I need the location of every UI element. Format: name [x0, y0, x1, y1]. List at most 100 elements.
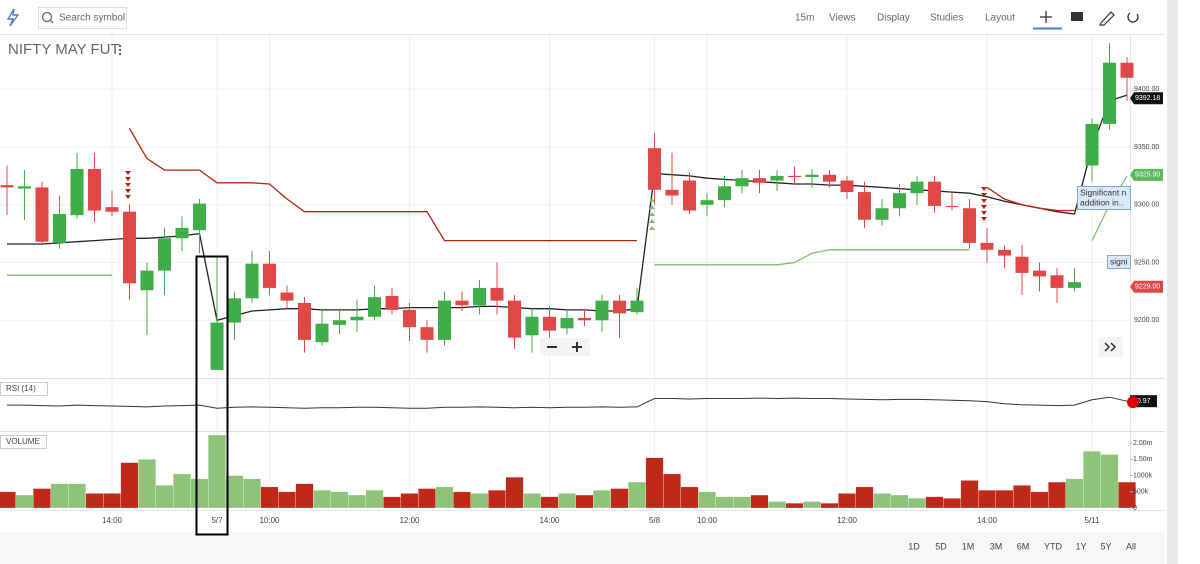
range-button[interactable]: 1D — [908, 541, 920, 551]
toolbar-menu[interactable]: Layout — [985, 13, 1015, 24]
search-box[interactable] — [38, 7, 127, 29]
volume-bar — [400, 493, 419, 509]
study-label-box[interactable] — [0, 382, 48, 396]
volume-bar — [50, 483, 69, 509]
candle-body — [193, 203, 206, 231]
volume-bar — [628, 481, 646, 509]
candle-body — [700, 200, 714, 205]
candle-body — [0, 185, 14, 188]
volume-bar — [15, 494, 34, 509]
menu-dots[interactable] — [118, 52, 122, 56]
rsi-line — [7, 396, 1128, 409]
candle-body — [1085, 123, 1099, 166]
volume-bar — [1100, 454, 1119, 509]
x-tick-label: 12:00 — [837, 516, 858, 525]
volume-bar — [453, 491, 471, 509]
indicator-line — [128, 128, 1075, 242]
volume-tick-label: 500k — [1133, 489, 1149, 496]
candle-body — [893, 193, 906, 209]
range-button[interactable]: 5Y — [1100, 541, 1111, 551]
volume-label: VOLUME — [6, 437, 40, 446]
volume-bar — [960, 480, 979, 509]
volume-bar — [890, 494, 909, 509]
candle-body — [805, 174, 819, 178]
candle-body — [928, 181, 941, 206]
candle-body — [945, 205, 959, 208]
scrollbar[interactable] — [1167, 0, 1178, 564]
volume-bar — [995, 490, 1014, 509]
rsi-price-tag-label: 60.97 — [1133, 398, 1151, 405]
price-tag-label: 9392.18 — [1135, 95, 1160, 102]
volume-bar — [120, 462, 139, 509]
volume-bar — [173, 473, 191, 509]
volume-bar — [208, 434, 226, 509]
volume-bar — [383, 496, 401, 509]
menu-dots[interactable] — [118, 44, 122, 48]
range-button[interactable]: All — [1126, 541, 1136, 551]
search-placeholder[interactable]: Search symbol — [59, 13, 125, 24]
x-tick-label: 10:00 — [259, 516, 280, 525]
x-tick-label: 10:00 — [697, 516, 718, 525]
x-tick-label: 5/11 — [1085, 516, 1101, 525]
candle-body — [403, 309, 416, 328]
volume-bar — [855, 486, 874, 509]
bottom-bar — [0, 532, 1165, 564]
volume-bar — [155, 485, 174, 509]
study-label-box[interactable] — [0, 435, 47, 449]
reset-tool[interactable] — [1127, 12, 1139, 23]
candle-body — [333, 320, 346, 325]
draw-tool[interactable] — [1099, 11, 1115, 26]
candle-body — [35, 187, 49, 242]
volume-tick-label: 1000k — [1133, 472, 1153, 479]
candle-body — [158, 238, 171, 271]
candle-body — [1050, 275, 1064, 288]
volume-bar — [540, 496, 559, 509]
volume-bar — [645, 457, 664, 509]
range-button[interactable]: 3M — [990, 541, 1003, 551]
candle-body — [525, 316, 539, 336]
range-button[interactable]: YTD — [1044, 541, 1063, 551]
candle-body — [53, 214, 66, 243]
volume-bar — [873, 493, 891, 509]
symbol-title: NIFTY MAY FUT — [8, 41, 120, 58]
candle-body — [613, 300, 626, 314]
toolbar-menu[interactable]: Views — [829, 13, 856, 24]
candle-body — [245, 263, 259, 299]
comment-tool[interactable] — [1071, 12, 1083, 21]
range-button[interactable]: 1M — [962, 541, 975, 551]
volume-bar — [243, 478, 261, 509]
search-icon — [49, 19, 54, 24]
logo-icon[interactable] — [6, 8, 20, 27]
volume-bar — [575, 494, 594, 509]
volume-bar — [750, 494, 769, 509]
menu-dots[interactable] — [118, 48, 122, 52]
candle-body — [683, 180, 696, 211]
volume-tick-label: 0 — [1133, 505, 1137, 512]
candle-body — [858, 192, 871, 220]
candle-body — [420, 327, 434, 340]
volume-bar — [610, 488, 629, 509]
annotation-box — [1077, 186, 1131, 210]
scroll-to-end-button[interactable] — [1099, 337, 1123, 357]
candle-body — [788, 175, 801, 178]
annotation-text: addition in.. — [1080, 197, 1123, 207]
volume-bar — [680, 486, 699, 509]
toolbar-menu[interactable]: Studies — [930, 13, 963, 24]
range-button[interactable]: 5D — [935, 541, 947, 551]
volume-bar — [733, 496, 751, 509]
toolbar-menu[interactable]: Display — [877, 13, 910, 24]
volume-bar — [715, 496, 734, 509]
candle-body — [263, 263, 276, 288]
candle-body — [770, 175, 784, 181]
candle-body — [665, 189, 679, 196]
range-button[interactable]: 1Y — [1075, 541, 1086, 551]
x-tick-label: 14:00 — [539, 516, 560, 525]
candle-body — [1103, 62, 1116, 124]
range-button[interactable]: 6M — [1017, 541, 1030, 551]
toolbar-menu[interactable]: 15m — [795, 13, 814, 24]
candle-body — [560, 317, 574, 329]
x-tick-label: 14:00 — [102, 516, 123, 525]
candle-body — [228, 298, 241, 323]
